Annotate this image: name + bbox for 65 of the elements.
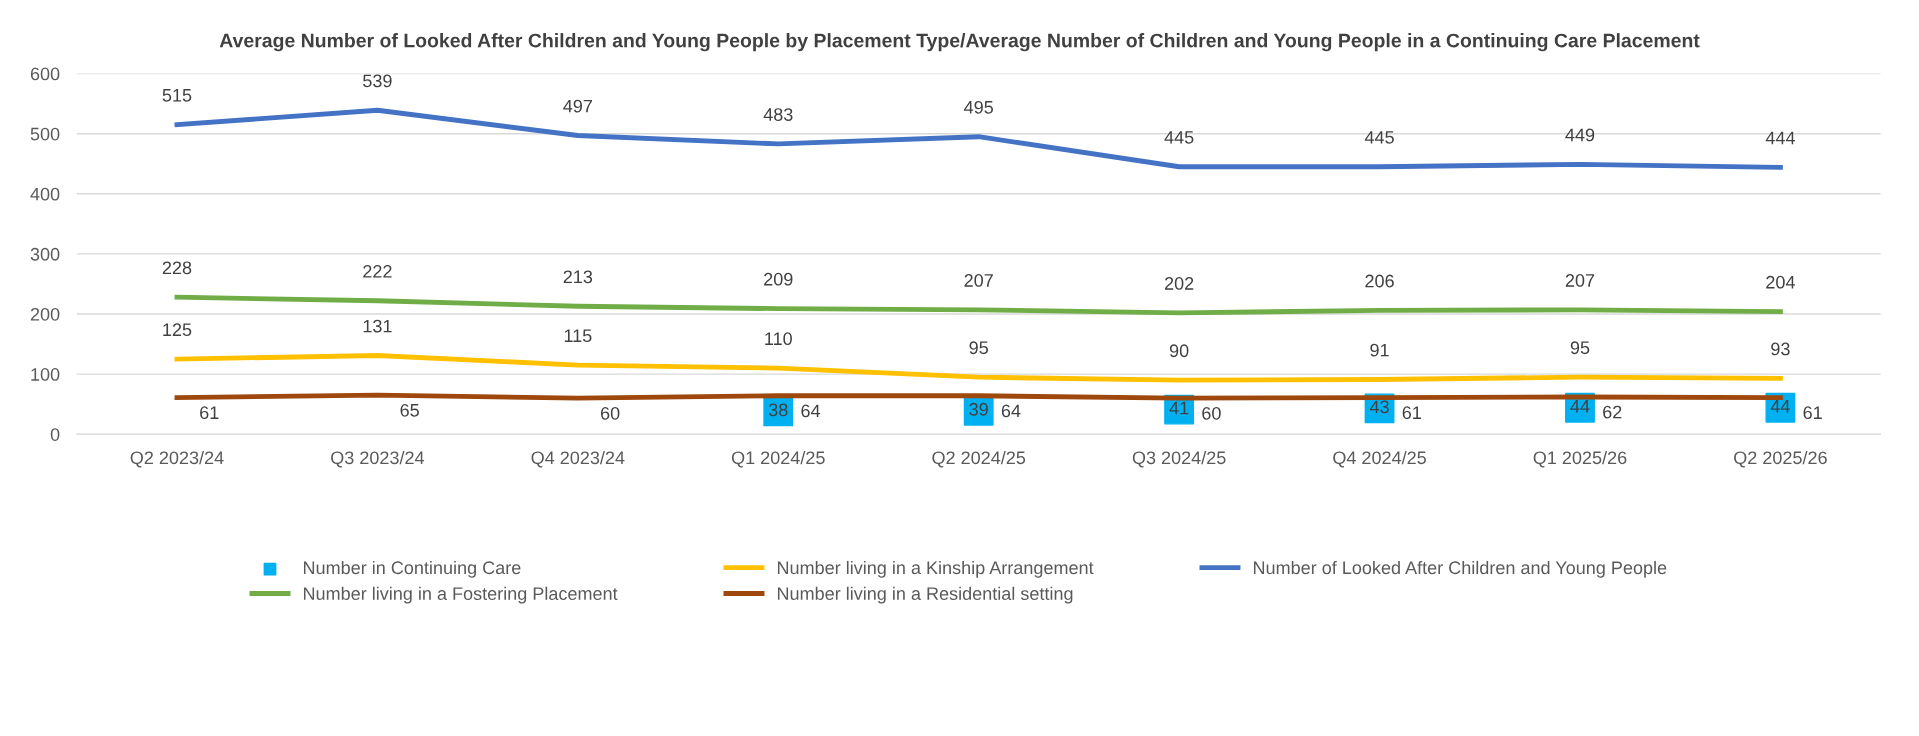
x-tick-label: Q4 2023/24 xyxy=(531,450,625,468)
y-tick-label: 400 xyxy=(30,187,60,201)
data-label: 43 xyxy=(1369,400,1389,414)
data-label: 202 xyxy=(1164,277,1194,290)
data-label: 115 xyxy=(564,329,592,343)
data-label: 204 xyxy=(1766,275,1795,289)
data-label: 64 xyxy=(1001,404,1021,418)
data-label: 44 xyxy=(1570,400,1590,413)
data-label: 44 xyxy=(1770,400,1790,413)
data-label: 90 xyxy=(1169,344,1189,358)
x-tick-label: Q1 2025/26 xyxy=(1533,450,1627,468)
x-tick-label: Q4 2024/25 xyxy=(1333,450,1426,468)
legend-label: Number in Continuing Care xyxy=(303,560,521,578)
y-tick-label: 300 xyxy=(30,247,60,261)
data-label: 209 xyxy=(764,272,793,286)
y-tick-label: 500 xyxy=(30,127,60,141)
legend-label: Number of Looked After Children and Young People xyxy=(1253,560,1667,578)
data-label: 41 xyxy=(1169,401,1189,415)
x-tick-label: Q3 2024/25 xyxy=(1132,450,1226,468)
x-tick-label: Q2 2023/24 xyxy=(130,450,224,468)
x-tick-label: Q2 2024/25 xyxy=(932,450,1026,468)
legend-label: Number living in a Kinship Arrangement xyxy=(777,560,1094,578)
legend-label: Number living in a Residential setting xyxy=(777,586,1073,604)
data-label: 207 xyxy=(1565,274,1595,287)
data-label: 445 xyxy=(1364,131,1394,144)
data-label: 93 xyxy=(1771,342,1790,356)
y-tick-label: 600 xyxy=(30,67,60,81)
data-label: 60 xyxy=(600,406,620,420)
data-label: 206 xyxy=(1365,274,1394,288)
data-label: 483 xyxy=(763,108,793,121)
data-label: 125 xyxy=(163,323,192,337)
data-label: 65 xyxy=(400,403,419,417)
data-label: 91 xyxy=(1370,343,1389,357)
chart-title: Average Number of Looked After Children and Young People by Placement Type/Average Number of Children and Young People in a Continuing Care Placement xyxy=(219,33,1700,52)
data-label: 62 xyxy=(1603,405,1622,419)
data-label: 449 xyxy=(1565,128,1595,142)
data-label: 445 xyxy=(1164,131,1194,144)
data-label: 213 xyxy=(563,270,593,284)
data-label: 95 xyxy=(969,341,988,355)
data-label: 38 xyxy=(768,403,788,417)
line-series xyxy=(174,294,1783,316)
data-label: 539 xyxy=(363,74,392,88)
data-label: 61 xyxy=(1803,406,1822,420)
x-tick-label: Q2 2025/26 xyxy=(1734,450,1827,468)
data-label: 207 xyxy=(964,274,993,287)
data-label: 61 xyxy=(200,406,219,420)
data-label: 228 xyxy=(162,261,192,275)
data-label: 131 xyxy=(363,319,392,333)
x-tick-label: Q1 2024/25 xyxy=(731,450,825,468)
data-label: 222 xyxy=(363,265,392,278)
y-tick-label: 200 xyxy=(30,307,60,321)
legend-label: Number living in a Fostering Placement xyxy=(303,586,618,604)
data-label: 110 xyxy=(765,332,792,346)
data-label: 61 xyxy=(1402,406,1421,420)
data-label: 515 xyxy=(162,89,192,102)
data-label: 497 xyxy=(563,99,592,113)
y-tick-label: 0 xyxy=(50,428,60,441)
data-label: 95 xyxy=(1570,341,1590,355)
data-label: 64 xyxy=(801,404,821,418)
data-label: 444 xyxy=(1765,131,1795,145)
data-label: 60 xyxy=(1202,406,1221,420)
data-label: 495 xyxy=(964,100,993,114)
x-tick-label: Q3 2023/24 xyxy=(331,450,425,468)
data-label: 39 xyxy=(969,402,988,416)
y-tick-label: 100 xyxy=(31,368,60,381)
